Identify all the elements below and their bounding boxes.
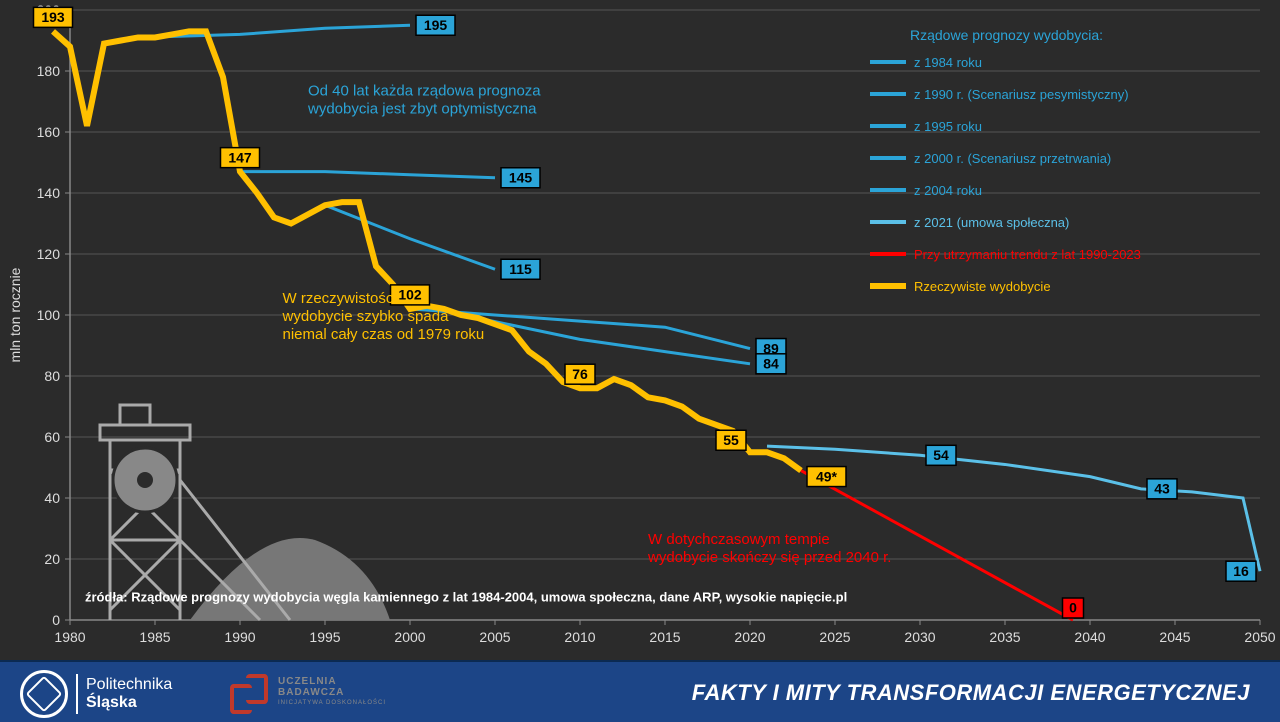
value-callout-text: 145 bbox=[509, 169, 533, 185]
series-line bbox=[240, 172, 495, 178]
footer-bar: Politechnika Śląska UCZELNIA BADAWCZA IN… bbox=[0, 660, 1280, 722]
svg-text:0: 0 bbox=[52, 612, 60, 628]
svg-text:2000: 2000 bbox=[394, 629, 425, 645]
annotation-text: wydobycie skończy się przed 2040 r. bbox=[647, 549, 891, 566]
svg-text:2020: 2020 bbox=[734, 629, 765, 645]
svg-text:2005: 2005 bbox=[479, 629, 510, 645]
svg-text:1990: 1990 bbox=[224, 629, 255, 645]
logo2-line2: BADAWCZA bbox=[278, 687, 386, 698]
svg-text:100: 100 bbox=[37, 307, 61, 323]
legend-label: z 1995 roku bbox=[914, 119, 982, 134]
value-callout-text: 43 bbox=[1154, 481, 1170, 497]
legend-label: z 2021 (umowa społeczna) bbox=[914, 215, 1069, 230]
value-callout-text: 84 bbox=[763, 356, 779, 372]
x-ticks: 1980 1985 1990 1995 2000 2005 2010 2015 2020 2025… bbox=[54, 620, 1275, 645]
svg-text:2035: 2035 bbox=[989, 629, 1020, 645]
svg-text:2040: 2040 bbox=[1074, 629, 1105, 645]
source-text: źródła: Rządowe prognozy wydobycia węgla… bbox=[85, 590, 847, 605]
logo2-line1: UCZELNIA bbox=[278, 676, 386, 687]
value-callout-text: 54 bbox=[933, 447, 949, 463]
value-callout-text: 193 bbox=[41, 9, 65, 25]
value-callout-text: 49* bbox=[816, 468, 838, 484]
y-axis-label: mln ton rocznie bbox=[7, 267, 23, 362]
footer-title: FAKTY I MITY TRANSFORMACJI ENERGETYCZNEJ bbox=[692, 680, 1250, 706]
value-callout-text: 0 bbox=[1069, 600, 1077, 616]
logo-divider bbox=[76, 674, 78, 714]
legend-label: z 2000 r. (Scenariusz przetrwania) bbox=[914, 151, 1111, 166]
svg-text:40: 40 bbox=[44, 490, 60, 506]
svg-text:2010: 2010 bbox=[564, 629, 595, 645]
badge-icon bbox=[230, 674, 268, 710]
annotation-text: wydobycia jest zbyt optymistyczna bbox=[307, 100, 537, 117]
value-callout-text: 195 bbox=[424, 17, 448, 33]
value-callout-text: 55 bbox=[723, 432, 739, 448]
value-callout-text: 16 bbox=[1233, 563, 1249, 579]
svg-text:2030: 2030 bbox=[904, 629, 935, 645]
chart-area: 020406080100120140160180200mln ton roczn… bbox=[0, 0, 1280, 660]
annotation-text: wydobycie szybko spada bbox=[282, 308, 450, 325]
value-callout-text: 115 bbox=[509, 261, 532, 277]
legend-title: Rządowe prognozy wydobycia: bbox=[910, 27, 1103, 43]
logo-uczelnia: UCZELNIA BADAWCZA INICJATYWA DOSKONAŁOŚC… bbox=[230, 674, 386, 710]
annotation-text: W rzeczywistości bbox=[283, 290, 397, 307]
logo-line2: Śląska bbox=[86, 694, 172, 712]
svg-text:20: 20 bbox=[44, 551, 60, 567]
logo-politechnika: Politechnika Śląska bbox=[20, 670, 172, 718]
svg-text:2015: 2015 bbox=[649, 629, 680, 645]
annotation-text: Od 40 lat każda rządowa prognoza bbox=[308, 82, 541, 99]
svg-text:120: 120 bbox=[37, 246, 61, 262]
svg-text:80: 80 bbox=[44, 368, 60, 384]
annotation-text: W dotychczasowym tempie bbox=[648, 531, 830, 548]
svg-text:1980: 1980 bbox=[54, 629, 85, 645]
svg-text:1985: 1985 bbox=[139, 629, 170, 645]
svg-text:140: 140 bbox=[37, 185, 61, 201]
annotation-text: niemal cały czas od 1979 roku bbox=[283, 326, 485, 343]
svg-text:60: 60 bbox=[44, 429, 60, 445]
logo-line1: Politechnika bbox=[86, 676, 172, 694]
logo-text: Politechnika Śląska bbox=[86, 676, 172, 712]
value-callout-text: 102 bbox=[398, 287, 422, 303]
y-ticks: 020406080100120140160180200 bbox=[37, 2, 70, 628]
svg-text:160: 160 bbox=[37, 124, 61, 140]
svg-text:2050: 2050 bbox=[1244, 629, 1275, 645]
legend-label: Przy utrzymaniu trendu z lat 1990-2023 bbox=[914, 247, 1141, 262]
svg-text:2045: 2045 bbox=[1159, 629, 1190, 645]
logo2-line3: INICJATYWA DOSKONAŁOŚCI bbox=[278, 698, 386, 709]
legend-label: z 2004 roku bbox=[914, 183, 982, 198]
legend-label: z 1984 roku bbox=[914, 55, 982, 70]
gear-icon bbox=[20, 670, 68, 718]
legend-label: Rzeczywiste wydobycie bbox=[914, 279, 1051, 294]
svg-text:180: 180 bbox=[37, 63, 61, 79]
series-line bbox=[325, 205, 495, 269]
value-callout-text: 147 bbox=[228, 149, 252, 165]
svg-text:1995: 1995 bbox=[309, 629, 340, 645]
value-callout-text: 76 bbox=[572, 366, 588, 382]
logo2-text: UCZELNIA BADAWCZA INICJATYWA DOSKONAŁOŚC… bbox=[278, 676, 386, 709]
svg-text:2025: 2025 bbox=[819, 629, 850, 645]
chart-svg: 020406080100120140160180200mln ton roczn… bbox=[0, 0, 1280, 660]
legend-label: z 1990 r. (Scenariusz pesymistyczny) bbox=[914, 87, 1129, 102]
